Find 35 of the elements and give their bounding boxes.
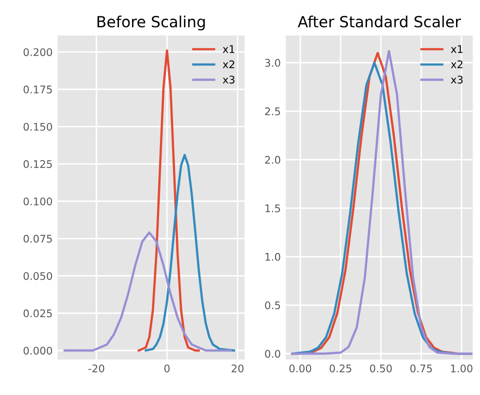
- y-tick-label: 0.150: [24, 122, 52, 131]
- line-series: [138, 49, 200, 352]
- y-tick-label: 0.0: [265, 350, 280, 358]
- y-tick-label: 0.075: [24, 234, 52, 243]
- y-tick-label: 0.5: [265, 301, 280, 310]
- x-tick-label: 0.75: [410, 364, 432, 372]
- x-tick-label: 20: [232, 364, 244, 372]
- line-series: [64, 231, 232, 352]
- y-tick-label: 0.050: [24, 272, 52, 280]
- chart-title: Before Scaling: [98, 16, 205, 30]
- y-tick-label: 0.000: [24, 346, 52, 355]
- legend-label: x2: [222, 60, 234, 68]
- legend-label: x1: [222, 45, 234, 53]
- chart-title: After Standard Scaler: [298, 16, 461, 28]
- y-tick-label: 2.0: [265, 156, 280, 164]
- y-tick-label: 0.025: [24, 309, 52, 318]
- x-tick-label: 0.50: [370, 364, 392, 372]
- y-tick-label: 0.100: [24, 197, 52, 206]
- legend-label: x3: [222, 76, 234, 84]
- y-tick-label: 0.200: [24, 48, 52, 56]
- y-tick-label: 0.175: [24, 86, 52, 94]
- y-tick-label: 3.0: [265, 58, 280, 67]
- y-tick-label: 0.125: [24, 160, 52, 168]
- x-tick-label: 0.25: [330, 364, 352, 372]
- legend-label: x1: [450, 45, 462, 53]
- legend-label: x2: [450, 60, 462, 68]
- line-series: [144, 154, 236, 352]
- x-tick-label: 0: [164, 364, 170, 372]
- x-tick-label: -20: [88, 364, 104, 372]
- x-tick-label: 1.00: [451, 364, 472, 372]
- y-tick-label: 2.5: [265, 107, 280, 116]
- x-tick-label: 0.00: [289, 364, 312, 372]
- y-tick-label: 1.5: [265, 204, 280, 212]
- legend-label: x3: [450, 76, 463, 84]
- y-tick-label: 1.0: [265, 252, 280, 261]
